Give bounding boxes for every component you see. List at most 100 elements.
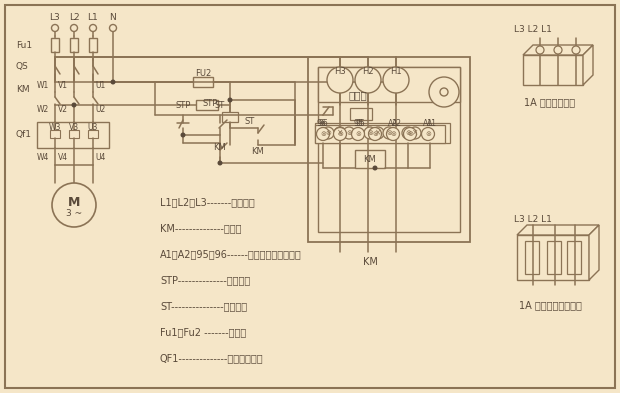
Bar	[89, 38, 97, 52]
Bar	[37, 122, 109, 148]
Text: ⊗: ⊗	[407, 131, 413, 137]
Text: ⊗: ⊗	[386, 130, 392, 136]
Text: H2: H2	[362, 68, 374, 77]
Text: ⊗: ⊗	[372, 131, 378, 137]
Text: STP: STP	[175, 101, 191, 110]
Circle shape	[110, 24, 117, 31]
Text: A2: A2	[388, 119, 398, 129]
Text: L2: L2	[69, 13, 79, 22]
Bar	[547, 241, 561, 274]
Circle shape	[228, 97, 232, 103]
Bar	[308, 57, 470, 242]
Text: U2: U2	[95, 105, 105, 114]
Circle shape	[368, 127, 381, 141]
Text: KM: KM	[363, 257, 378, 267]
Text: ×: ×	[375, 129, 381, 138]
Circle shape	[180, 132, 185, 138]
Text: QF1--------------电动机保护器: QF1--------------电动机保护器	[160, 353, 264, 363]
Text: Fu1: Fu1	[16, 42, 32, 50]
Circle shape	[334, 127, 346, 139]
Text: ⊗: ⊗	[320, 131, 326, 137]
Bar	[567, 241, 581, 274]
Text: 保护器: 保护器	[348, 90, 368, 100]
Text: ⊗: ⊗	[325, 130, 331, 136]
Text: 1A 以下各相三次穿心: 1A 以下各相三次穿心	[518, 300, 582, 310]
Bar	[525, 241, 539, 274]
Bar	[69, 130, 79, 138]
Circle shape	[334, 127, 347, 141]
Circle shape	[409, 127, 421, 139]
Bar	[70, 38, 78, 52]
Text: L3 L2 L1: L3 L2 L1	[514, 215, 552, 224]
Text: ST: ST	[215, 101, 225, 110]
Text: 3 ~: 3 ~	[66, 209, 82, 219]
Text: STP: STP	[203, 99, 218, 108]
Text: W2: W2	[37, 105, 49, 114]
Bar	[318, 67, 460, 232]
Bar	[50, 130, 60, 138]
Circle shape	[554, 46, 562, 54]
Bar	[318, 67, 460, 102]
Bar	[517, 235, 589, 280]
Text: ⊗: ⊗	[337, 131, 343, 137]
Text: U4: U4	[95, 154, 105, 162]
Circle shape	[372, 127, 384, 139]
Text: N: N	[110, 13, 117, 22]
Circle shape	[373, 165, 378, 171]
Circle shape	[322, 127, 334, 139]
Text: L3: L3	[50, 13, 60, 22]
Text: W4: W4	[37, 154, 49, 162]
Circle shape	[51, 24, 58, 31]
Text: ⊗: ⊗	[425, 131, 431, 137]
Circle shape	[316, 127, 329, 141]
Text: ⊗: ⊗	[355, 131, 361, 137]
Circle shape	[327, 67, 353, 93]
Circle shape	[355, 67, 381, 93]
Bar	[350, 108, 372, 120]
Text: A1: A1	[427, 119, 437, 129]
Text: V1: V1	[58, 81, 68, 90]
Circle shape	[383, 67, 409, 93]
Bar	[196, 100, 218, 110]
Circle shape	[352, 127, 365, 141]
Text: A2: A2	[392, 119, 402, 129]
Text: KM--------------接触器: KM--------------接触器	[160, 223, 242, 233]
Text: V3: V3	[69, 123, 79, 132]
Circle shape	[383, 127, 395, 139]
Circle shape	[536, 46, 544, 54]
Text: L1、L2、L3-------三相电源: L1、L2、L3-------三相电源	[160, 197, 255, 207]
Bar	[51, 38, 59, 52]
Text: KM: KM	[214, 143, 226, 151]
Text: Qf1: Qf1	[16, 130, 32, 138]
Polygon shape	[583, 45, 593, 85]
Text: 1A 以上一次穿心: 1A 以上一次穿心	[525, 97, 575, 107]
Circle shape	[52, 183, 96, 227]
Polygon shape	[523, 45, 593, 55]
Text: U3: U3	[88, 123, 98, 132]
Text: L3 L2 L1: L3 L2 L1	[514, 26, 552, 35]
Bar	[315, 123, 450, 143]
Text: ×: ×	[412, 129, 418, 138]
Text: STP--------------停止按酴: STP--------------停止按酴	[160, 275, 250, 285]
Text: 95: 95	[355, 119, 365, 129]
Text: 95: 95	[353, 119, 363, 129]
Text: ×: ×	[337, 129, 343, 138]
Text: ST---------------启动按酴: ST---------------启动按酴	[160, 301, 247, 311]
Text: FU2: FU2	[195, 68, 211, 77]
Text: A1: A1	[423, 119, 433, 129]
Text: KM: KM	[16, 86, 30, 94]
Bar	[315, 125, 445, 143]
Text: Fu1、Fu2 -------熔断器: Fu1、Fu2 -------熔断器	[160, 327, 246, 337]
Text: ⊗: ⊗	[367, 130, 373, 136]
Text: V4: V4	[58, 154, 68, 162]
Circle shape	[71, 103, 76, 108]
Text: H3: H3	[334, 68, 346, 77]
Circle shape	[364, 127, 376, 139]
Circle shape	[218, 160, 223, 165]
Circle shape	[440, 88, 448, 96]
Circle shape	[71, 24, 78, 31]
Text: ⊗: ⊗	[346, 130, 352, 136]
Circle shape	[572, 46, 580, 54]
Circle shape	[386, 127, 399, 141]
Circle shape	[402, 127, 414, 139]
